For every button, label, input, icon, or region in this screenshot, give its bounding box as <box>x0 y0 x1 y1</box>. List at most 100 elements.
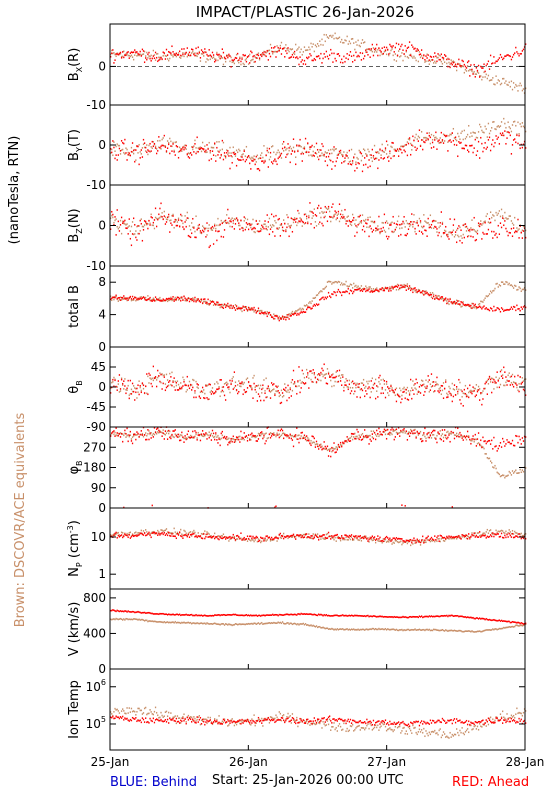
data-point <box>171 145 173 148</box>
data-point <box>488 136 491 139</box>
data-point <box>308 56 310 58</box>
data-point <box>374 289 377 291</box>
data-point <box>349 220 352 223</box>
data-point <box>338 220 341 223</box>
data-point <box>233 62 236 65</box>
data-point <box>154 145 157 148</box>
data-point <box>360 539 363 542</box>
data-point <box>440 384 442 387</box>
data-point <box>433 391 435 393</box>
data-point <box>479 444 481 447</box>
data-point <box>247 381 250 383</box>
data-point <box>362 435 365 438</box>
data-point <box>383 428 386 431</box>
data-point <box>201 430 204 432</box>
data-point <box>113 376 115 379</box>
data-point <box>466 235 469 238</box>
data-point <box>371 436 374 438</box>
data-point <box>522 440 525 442</box>
data-point <box>123 56 125 59</box>
data-point <box>498 377 501 380</box>
data-point <box>204 434 206 437</box>
data-point <box>137 145 139 148</box>
data-point <box>506 281 508 284</box>
data-point <box>465 70 468 72</box>
data-point <box>500 208 503 211</box>
data-point <box>347 285 349 288</box>
data-point <box>307 437 309 439</box>
data-point <box>461 435 463 437</box>
data-point <box>442 57 445 59</box>
data-point <box>241 310 243 313</box>
data-point <box>163 215 165 217</box>
data-point <box>295 156 297 159</box>
data-point <box>355 289 357 291</box>
data-point <box>404 505 406 507</box>
data-point <box>390 145 392 148</box>
data-point <box>246 156 249 159</box>
data-point <box>160 431 162 434</box>
data-point <box>127 379 129 382</box>
data-point <box>120 56 123 59</box>
data-point <box>111 52 113 55</box>
data-point <box>292 313 295 316</box>
data-point <box>310 210 312 213</box>
data-point <box>233 441 236 443</box>
data-point <box>199 56 202 59</box>
data-point <box>180 219 182 221</box>
data-point <box>427 60 429 62</box>
data-point <box>284 389 286 391</box>
data-point <box>161 529 163 532</box>
chart-title: IMPACT/PLASTIC 26-Jan-2026 <box>196 3 415 21</box>
data-point <box>197 387 199 389</box>
data-point <box>268 311 271 314</box>
data-point <box>276 51 278 53</box>
data-point <box>304 137 307 140</box>
data-point <box>318 536 320 539</box>
data-point <box>417 432 419 435</box>
data-point <box>237 59 239 62</box>
data-point <box>336 154 338 157</box>
data-point <box>177 54 180 56</box>
data-point <box>137 532 139 534</box>
data-point <box>177 52 180 54</box>
data-point <box>237 158 239 160</box>
data-point <box>487 74 490 77</box>
data-point <box>473 440 475 443</box>
data-point <box>391 221 393 224</box>
data-point <box>221 222 223 225</box>
data-point <box>396 148 399 151</box>
data-point <box>279 47 282 49</box>
data-point <box>232 219 234 222</box>
data-point <box>168 143 170 146</box>
data-point <box>163 299 165 302</box>
data-point <box>369 536 371 539</box>
data-point <box>337 380 340 383</box>
data-point <box>374 397 377 400</box>
data-point <box>124 432 126 435</box>
data-point <box>211 225 214 228</box>
data-point <box>149 142 151 145</box>
data-point <box>343 283 345 285</box>
data-point <box>217 154 219 156</box>
data-point <box>275 160 277 163</box>
data-point <box>152 299 155 301</box>
data-point <box>227 438 229 441</box>
data-point <box>291 379 294 381</box>
data-point <box>257 157 260 160</box>
data-point <box>182 299 184 301</box>
data-point <box>381 221 383 224</box>
data-point <box>285 149 287 151</box>
data-point <box>433 227 435 230</box>
data-point <box>263 436 265 438</box>
data-point <box>161 431 163 434</box>
data-point <box>477 72 480 74</box>
data-point <box>449 440 451 443</box>
data-point <box>437 56 439 59</box>
data-point <box>326 296 329 298</box>
data-point <box>481 445 483 448</box>
data-point <box>439 437 441 440</box>
data-point <box>231 161 233 164</box>
data-point <box>220 219 222 222</box>
data-point <box>517 218 519 221</box>
